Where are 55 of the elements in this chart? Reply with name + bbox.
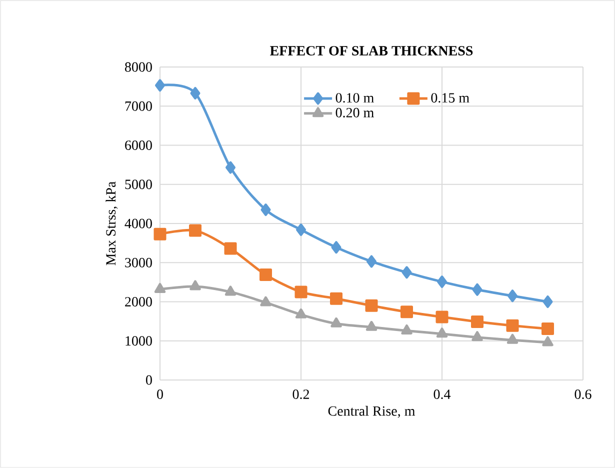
x-tick-label: 0.6	[574, 390, 592, 400]
point	[190, 280, 201, 290]
point	[436, 310, 448, 324]
point	[365, 299, 378, 312]
point	[189, 224, 202, 237]
point	[437, 276, 448, 288]
y-tick-label: 1000	[126, 336, 152, 346]
point	[190, 86, 200, 100]
point	[224, 286, 236, 296]
point	[154, 282, 166, 293]
x-tick-label: 0	[157, 390, 163, 399]
point	[506, 319, 519, 332]
y-tick-label: 8000	[125, 62, 152, 72]
point	[508, 290, 518, 302]
point	[260, 268, 272, 282]
point	[472, 331, 483, 342]
point	[295, 308, 307, 318]
x-tick-label: 0.2	[292, 390, 309, 400]
y-tick-label: 3000	[125, 258, 152, 268]
point	[436, 328, 448, 338]
y-tick-label: 7000	[125, 101, 152, 111]
y-tick-label: 2000	[125, 297, 152, 306]
y-tick-label: 0	[146, 375, 152, 385]
chart-title: EFFECT OF SLAB THICKNESS	[270, 46, 473, 56]
point	[330, 292, 343, 305]
point	[366, 320, 378, 331]
point	[296, 224, 306, 236]
point	[400, 306, 413, 318]
y-tick-label: 6000	[125, 140, 152, 150]
point	[260, 296, 272, 306]
point	[154, 228, 166, 240]
y-tick-label: 4000	[124, 218, 152, 228]
x-tick-label: 0.4	[434, 390, 451, 400]
point	[155, 79, 166, 92]
point	[542, 322, 554, 335]
point	[226, 161, 236, 174]
x-axis-title: Central Rise, m	[328, 406, 416, 418]
point	[401, 324, 412, 334]
point	[542, 336, 554, 346]
y-tick-label: 5000	[125, 180, 152, 190]
point	[224, 242, 237, 255]
point	[331, 241, 342, 254]
legend-label: 0.20 m	[336, 108, 374, 118]
legend-label: 0.15 m	[431, 93, 470, 103]
point	[366, 255, 376, 268]
point	[506, 334, 518, 344]
legend-label: 0.10 m	[336, 93, 374, 103]
y-axis-title: Max Strss, kPa	[106, 182, 118, 266]
point	[294, 286, 308, 298]
point	[330, 317, 342, 328]
point	[472, 283, 482, 296]
point	[402, 266, 412, 279]
point	[542, 296, 553, 308]
point	[471, 315, 484, 328]
point	[260, 204, 271, 216]
